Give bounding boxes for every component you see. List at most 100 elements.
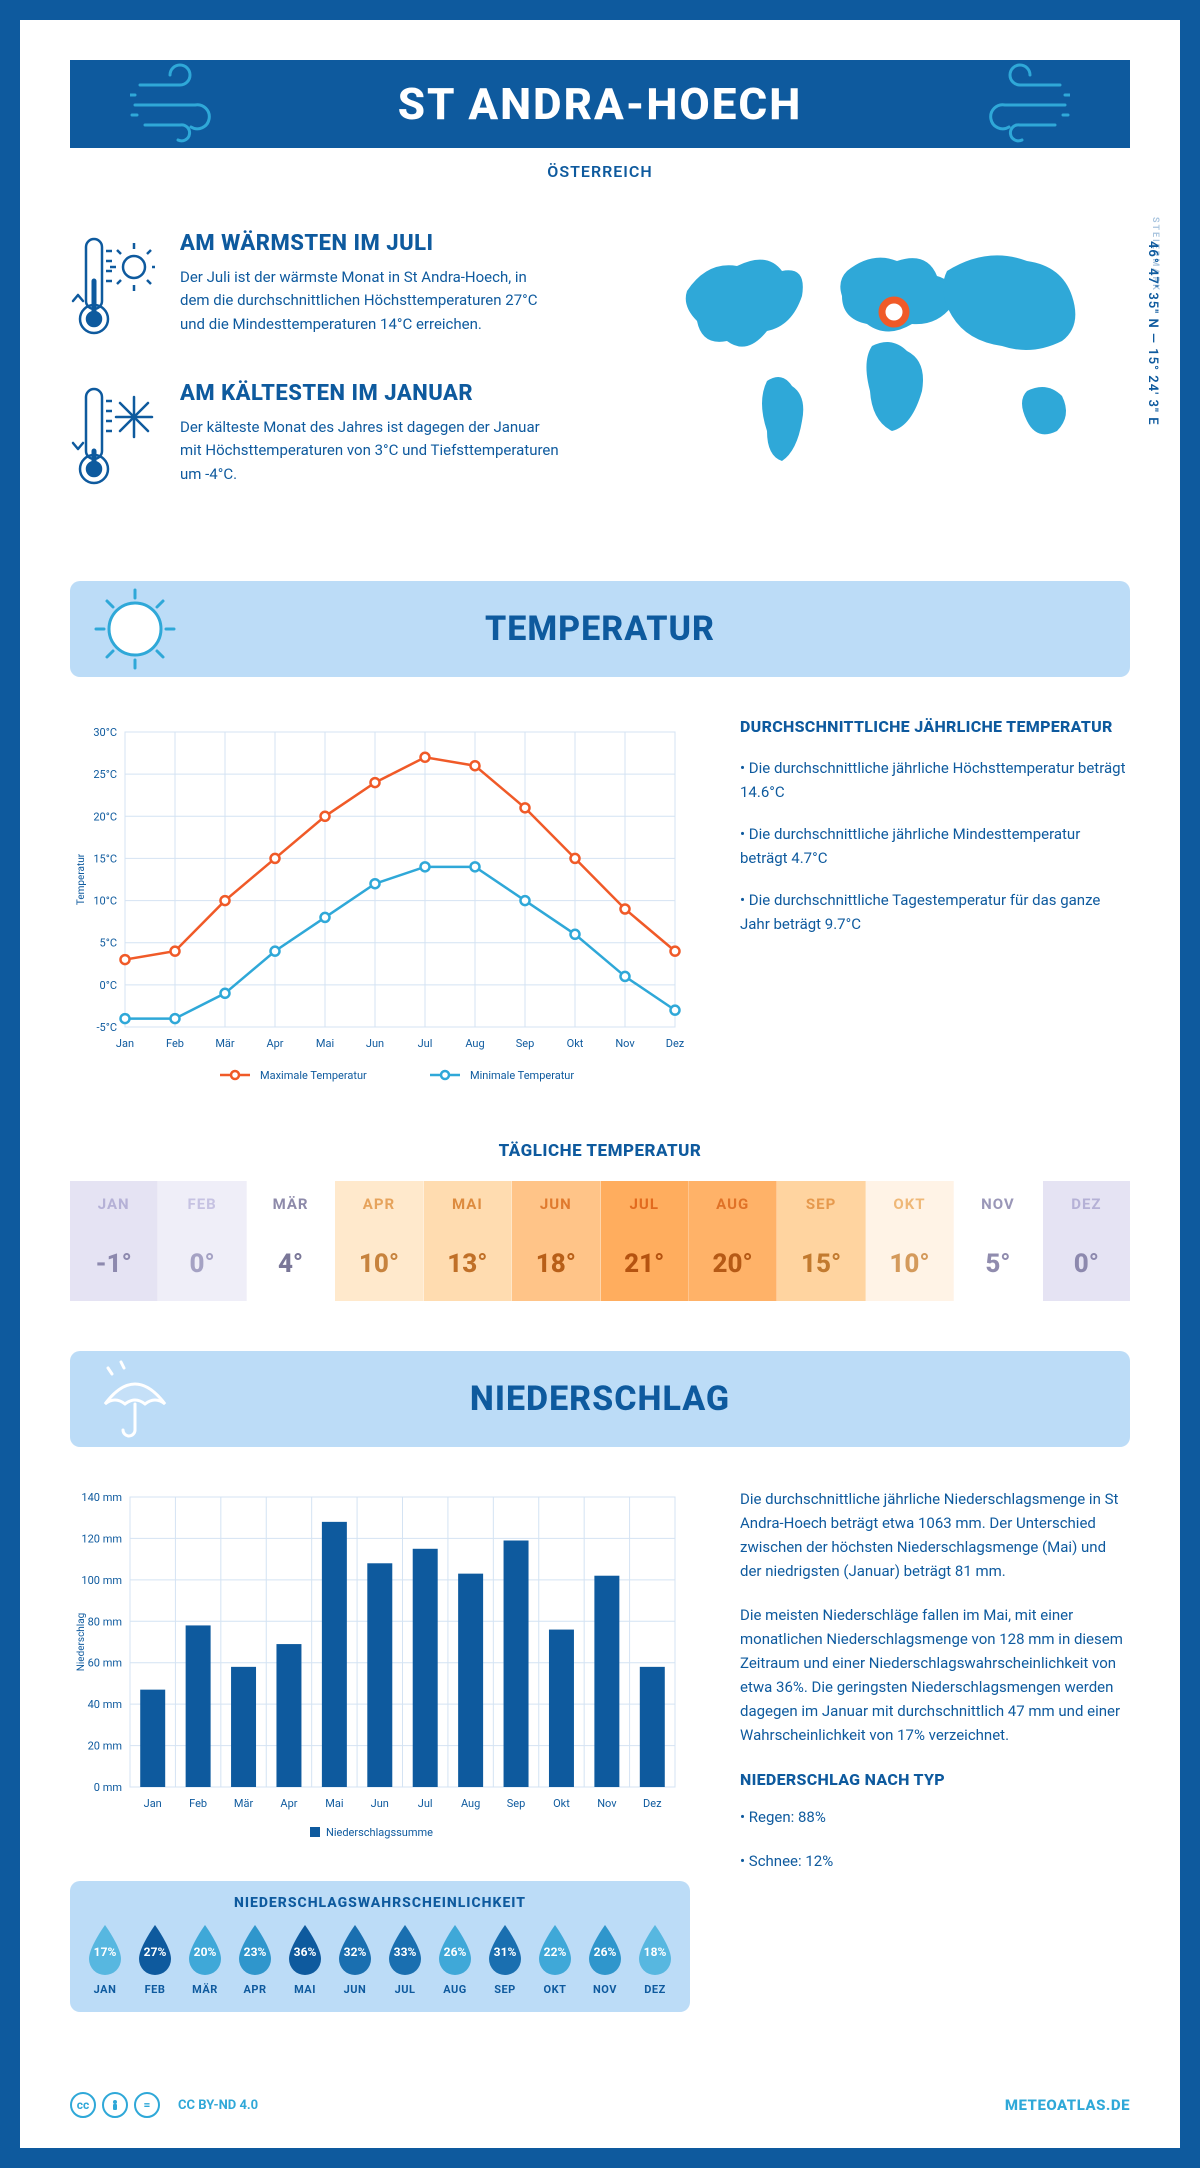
- precip-prob-value: 36%: [294, 1945, 317, 1959]
- svg-text:Feb: Feb: [189, 1797, 207, 1810]
- svg-text:Nov: Nov: [597, 1797, 617, 1810]
- cc-icon: cc: [70, 2092, 96, 2118]
- daily-temp-value: 10°: [866, 1227, 953, 1301]
- precip-text: Die meisten Niederschläge fallen im Mai,…: [740, 1603, 1130, 1747]
- section-temperature-title: TEMPERATUR: [485, 609, 715, 649]
- svg-text:Sep: Sep: [507, 1797, 526, 1810]
- by-icon: [102, 2092, 128, 2118]
- svg-text:0 mm: 0 mm: [94, 1781, 122, 1794]
- precip-prob-cell: 23% APR: [232, 1923, 278, 1996]
- precip-prob-month: DEZ: [632, 1983, 678, 1996]
- daily-month-label: OKT: [866, 1181, 953, 1227]
- wind-icon: [130, 60, 250, 150]
- daily-temp-cell: JAN -1°: [70, 1181, 158, 1301]
- svg-text:120 mm: 120 mm: [81, 1532, 122, 1545]
- precip-prob-cell: 33% JUL: [382, 1923, 428, 1996]
- svg-text:15°C: 15°C: [93, 852, 117, 865]
- precip-prob-month: MÄR: [182, 1983, 228, 1996]
- thermometer-cold-icon: [70, 381, 155, 491]
- daily-temp-cell: MÄR 4°: [247, 1181, 335, 1301]
- site-label: METEOATLAS.DE: [1005, 2096, 1130, 2114]
- svg-text:Nov: Nov: [615, 1037, 635, 1050]
- temperature-chart: -5°C0°C5°C10°C15°C20°C25°C30°CJanFebMärA…: [70, 717, 690, 1101]
- svg-text:Apr: Apr: [280, 1797, 297, 1810]
- daily-month-label: FEB: [158, 1181, 245, 1227]
- precip-prob-cell: 31% SEP: [482, 1923, 528, 1996]
- precip-prob-value: 31%: [494, 1945, 517, 1959]
- precip-prob-month: OKT: [532, 1983, 578, 1996]
- svg-text:Jun: Jun: [366, 1037, 384, 1050]
- license-block: cc = CC BY-ND 4.0: [70, 2092, 258, 2118]
- daily-month-label: JUN: [512, 1181, 599, 1227]
- precip-prob-value: 17%: [94, 1945, 117, 1959]
- precip-prob-value: 27%: [144, 1945, 167, 1959]
- daily-temp-value: 21°: [601, 1227, 688, 1301]
- daily-temp-cell: OKT 10°: [866, 1181, 954, 1301]
- precip-prob-cell: 20% MÄR: [182, 1923, 228, 1996]
- summary-row: AM WÄRMSTEN IM JULI Der Juli ist der wär…: [70, 231, 1130, 531]
- daily-temp-cell: FEB 0°: [158, 1181, 246, 1301]
- daily-temp-value: 18°: [512, 1227, 599, 1301]
- svg-text:-5°C: -5°C: [97, 1021, 118, 1034]
- daily-temp-value: 15°: [777, 1227, 864, 1301]
- temp-bullet: • Die durchschnittliche jährliche Mindes…: [740, 822, 1130, 870]
- svg-text:Sep: Sep: [516, 1037, 535, 1050]
- precip-prob-value: 22%: [544, 1945, 567, 1959]
- section-precip-title: NIEDERSCHLAG: [470, 1379, 730, 1419]
- header: ST ANDRA-HOECH ÖSTERREICH: [70, 20, 1130, 181]
- precip-prob-month: FEB: [132, 1983, 178, 1996]
- svg-text:Mai: Mai: [325, 1797, 343, 1810]
- precip-prob-cell: 26% AUG: [432, 1923, 478, 1996]
- precip-prob-cell: 26% NOV: [582, 1923, 628, 1996]
- svg-text:Jul: Jul: [418, 1797, 433, 1810]
- daily-month-label: SEP: [777, 1181, 864, 1227]
- svg-text:30°C: 30°C: [93, 726, 117, 739]
- svg-text:Jan: Jan: [116, 1037, 134, 1050]
- daily-month-label: JUL: [601, 1181, 688, 1227]
- daily-temp-value: 5°: [954, 1227, 1041, 1301]
- daily-temp-cell: SEP 15°: [777, 1181, 865, 1301]
- coldest-title: AM KÄLTESTEN IM JANUAR: [180, 381, 560, 406]
- coords-label: 46° 47' 35" N — 15° 24' 3" E: [1145, 241, 1160, 426]
- daily-temp-cell: MAI 13°: [424, 1181, 512, 1301]
- svg-text:20°C: 20°C: [93, 810, 117, 823]
- daily-temp-cell: JUL 21°: [601, 1181, 689, 1301]
- world-map-icon: [667, 231, 1107, 481]
- precip-type-bullet: • Regen: 88%: [740, 1805, 1130, 1829]
- precip-prob-month: MAI: [282, 1983, 328, 1996]
- precip-prob-month: JAN: [82, 1983, 128, 1996]
- precip-prob-value: 20%: [194, 1945, 217, 1959]
- svg-text:Minimale Temperatur: Minimale Temperatur: [470, 1069, 574, 1082]
- thermometer-hot-icon: [70, 231, 155, 341]
- daily-temp-value: 0°: [1043, 1227, 1130, 1301]
- svg-text:140 mm: 140 mm: [81, 1491, 122, 1504]
- precip-prob-cell: 27% FEB: [132, 1923, 178, 1996]
- precip-text: Die durchschnittliche jährliche Niedersc…: [740, 1487, 1130, 1583]
- precip-prob-month: SEP: [482, 1983, 528, 1996]
- nd-icon: =: [134, 2092, 160, 2118]
- svg-text:Feb: Feb: [166, 1037, 184, 1050]
- svg-text:60 mm: 60 mm: [88, 1657, 122, 1670]
- daily-temp-value: 0°: [158, 1227, 245, 1301]
- svg-text:Niederschlagssumme: Niederschlagssumme: [326, 1826, 433, 1839]
- daily-temp-value: 4°: [247, 1227, 334, 1301]
- precip-prob-value: 23%: [244, 1945, 267, 1959]
- daily-temp-cell: JUN 18°: [512, 1181, 600, 1301]
- temp-summary-title: DURCHSCHNITTLICHE JÄHRLICHE TEMPERATUR: [740, 717, 1130, 736]
- map-column: STEIERMARK 46° 47' 35" N — 15° 24' 3" E: [644, 231, 1130, 531]
- daily-temp-value: 13°: [424, 1227, 511, 1301]
- daily-temp-title: TÄGLICHE TEMPERATUR: [70, 1141, 1130, 1161]
- coldest-block: AM KÄLTESTEN IM JANUAR Der kälteste Mona…: [70, 381, 604, 491]
- precip-prob-month: JUL: [382, 1983, 428, 1996]
- precip-chart: 0 mm20 mm40 mm60 mm80 mm100 mm120 mm140 …: [70, 1487, 690, 1851]
- precip-prob-month: NOV: [582, 1983, 628, 1996]
- precip-type-title: NIEDERSCHLAG NACH TYP: [740, 1767, 1130, 1793]
- precip-prob-value: 26%: [594, 1945, 617, 1959]
- temp-bullet: • Die durchschnittliche jährliche Höchst…: [740, 756, 1130, 804]
- daily-temp-strip: JAN -1°FEB 0°MÄR 4°APR 10°MAI 13°JUN 18°…: [70, 1181, 1130, 1301]
- svg-text:Aug: Aug: [461, 1797, 480, 1810]
- daily-month-label: MÄR: [247, 1181, 334, 1227]
- svg-text:Okt: Okt: [553, 1797, 570, 1810]
- daily-month-label: AUG: [689, 1181, 776, 1227]
- daily-temp-value: -1°: [70, 1227, 157, 1301]
